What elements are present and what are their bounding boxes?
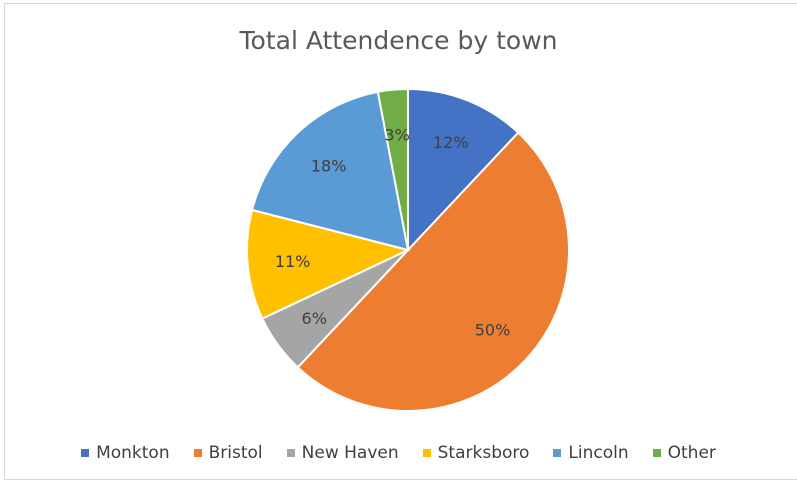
pie-data-labels: 12% 50% 6% 11% 18% 3%: [275, 126, 510, 340]
legend-item-monkton: Monkton: [81, 443, 170, 463]
chart-title: Total Attendence by town: [239, 26, 558, 55]
legend-swatch: [286, 449, 295, 457]
pie-slices: [246, 87, 570, 412]
pie-slice-other: [376, 87, 409, 251]
legend-label: Monkton: [96, 443, 170, 463]
pie-slice-starksboro: [246, 208, 411, 320]
pie-slice-bristol: [296, 131, 570, 412]
legend-label: New Haven: [301, 443, 399, 463]
legend-item-lincoln: Lincoln: [553, 443, 629, 463]
data-label-lincoln: 18%: [311, 156, 347, 175]
legend-swatch: [422, 449, 431, 457]
data-label-new-haven: 6%: [302, 309, 327, 328]
legend-item-starksboro: Starksboro: [422, 443, 530, 463]
legend-label: Lincoln: [568, 443, 629, 463]
data-label-bristol: 50%: [475, 320, 511, 339]
legend-item-bristol: Bristol: [193, 443, 263, 463]
legend-label: Starksboro: [437, 443, 530, 463]
pie-slice-monkton: [407, 87, 520, 253]
legend-label: Bristol: [208, 443, 263, 463]
chart-legend: Monkton Bristol New Haven Starksboro Lincoln…: [0, 443, 797, 463]
data-label-starksboro: 11%: [275, 252, 311, 271]
data-label-monkton: 12%: [433, 133, 469, 152]
legend-label: Other: [667, 443, 716, 463]
data-label-other: 3%: [384, 126, 409, 145]
pie-slice-lincoln: [250, 90, 410, 252]
legend-swatch: [652, 449, 661, 457]
legend-item-new-haven: New Haven: [286, 443, 399, 463]
legend-item-other: Other: [652, 443, 716, 463]
legend-swatch: [81, 449, 90, 457]
legend-swatch: [193, 449, 202, 457]
legend-swatch: [553, 449, 562, 457]
